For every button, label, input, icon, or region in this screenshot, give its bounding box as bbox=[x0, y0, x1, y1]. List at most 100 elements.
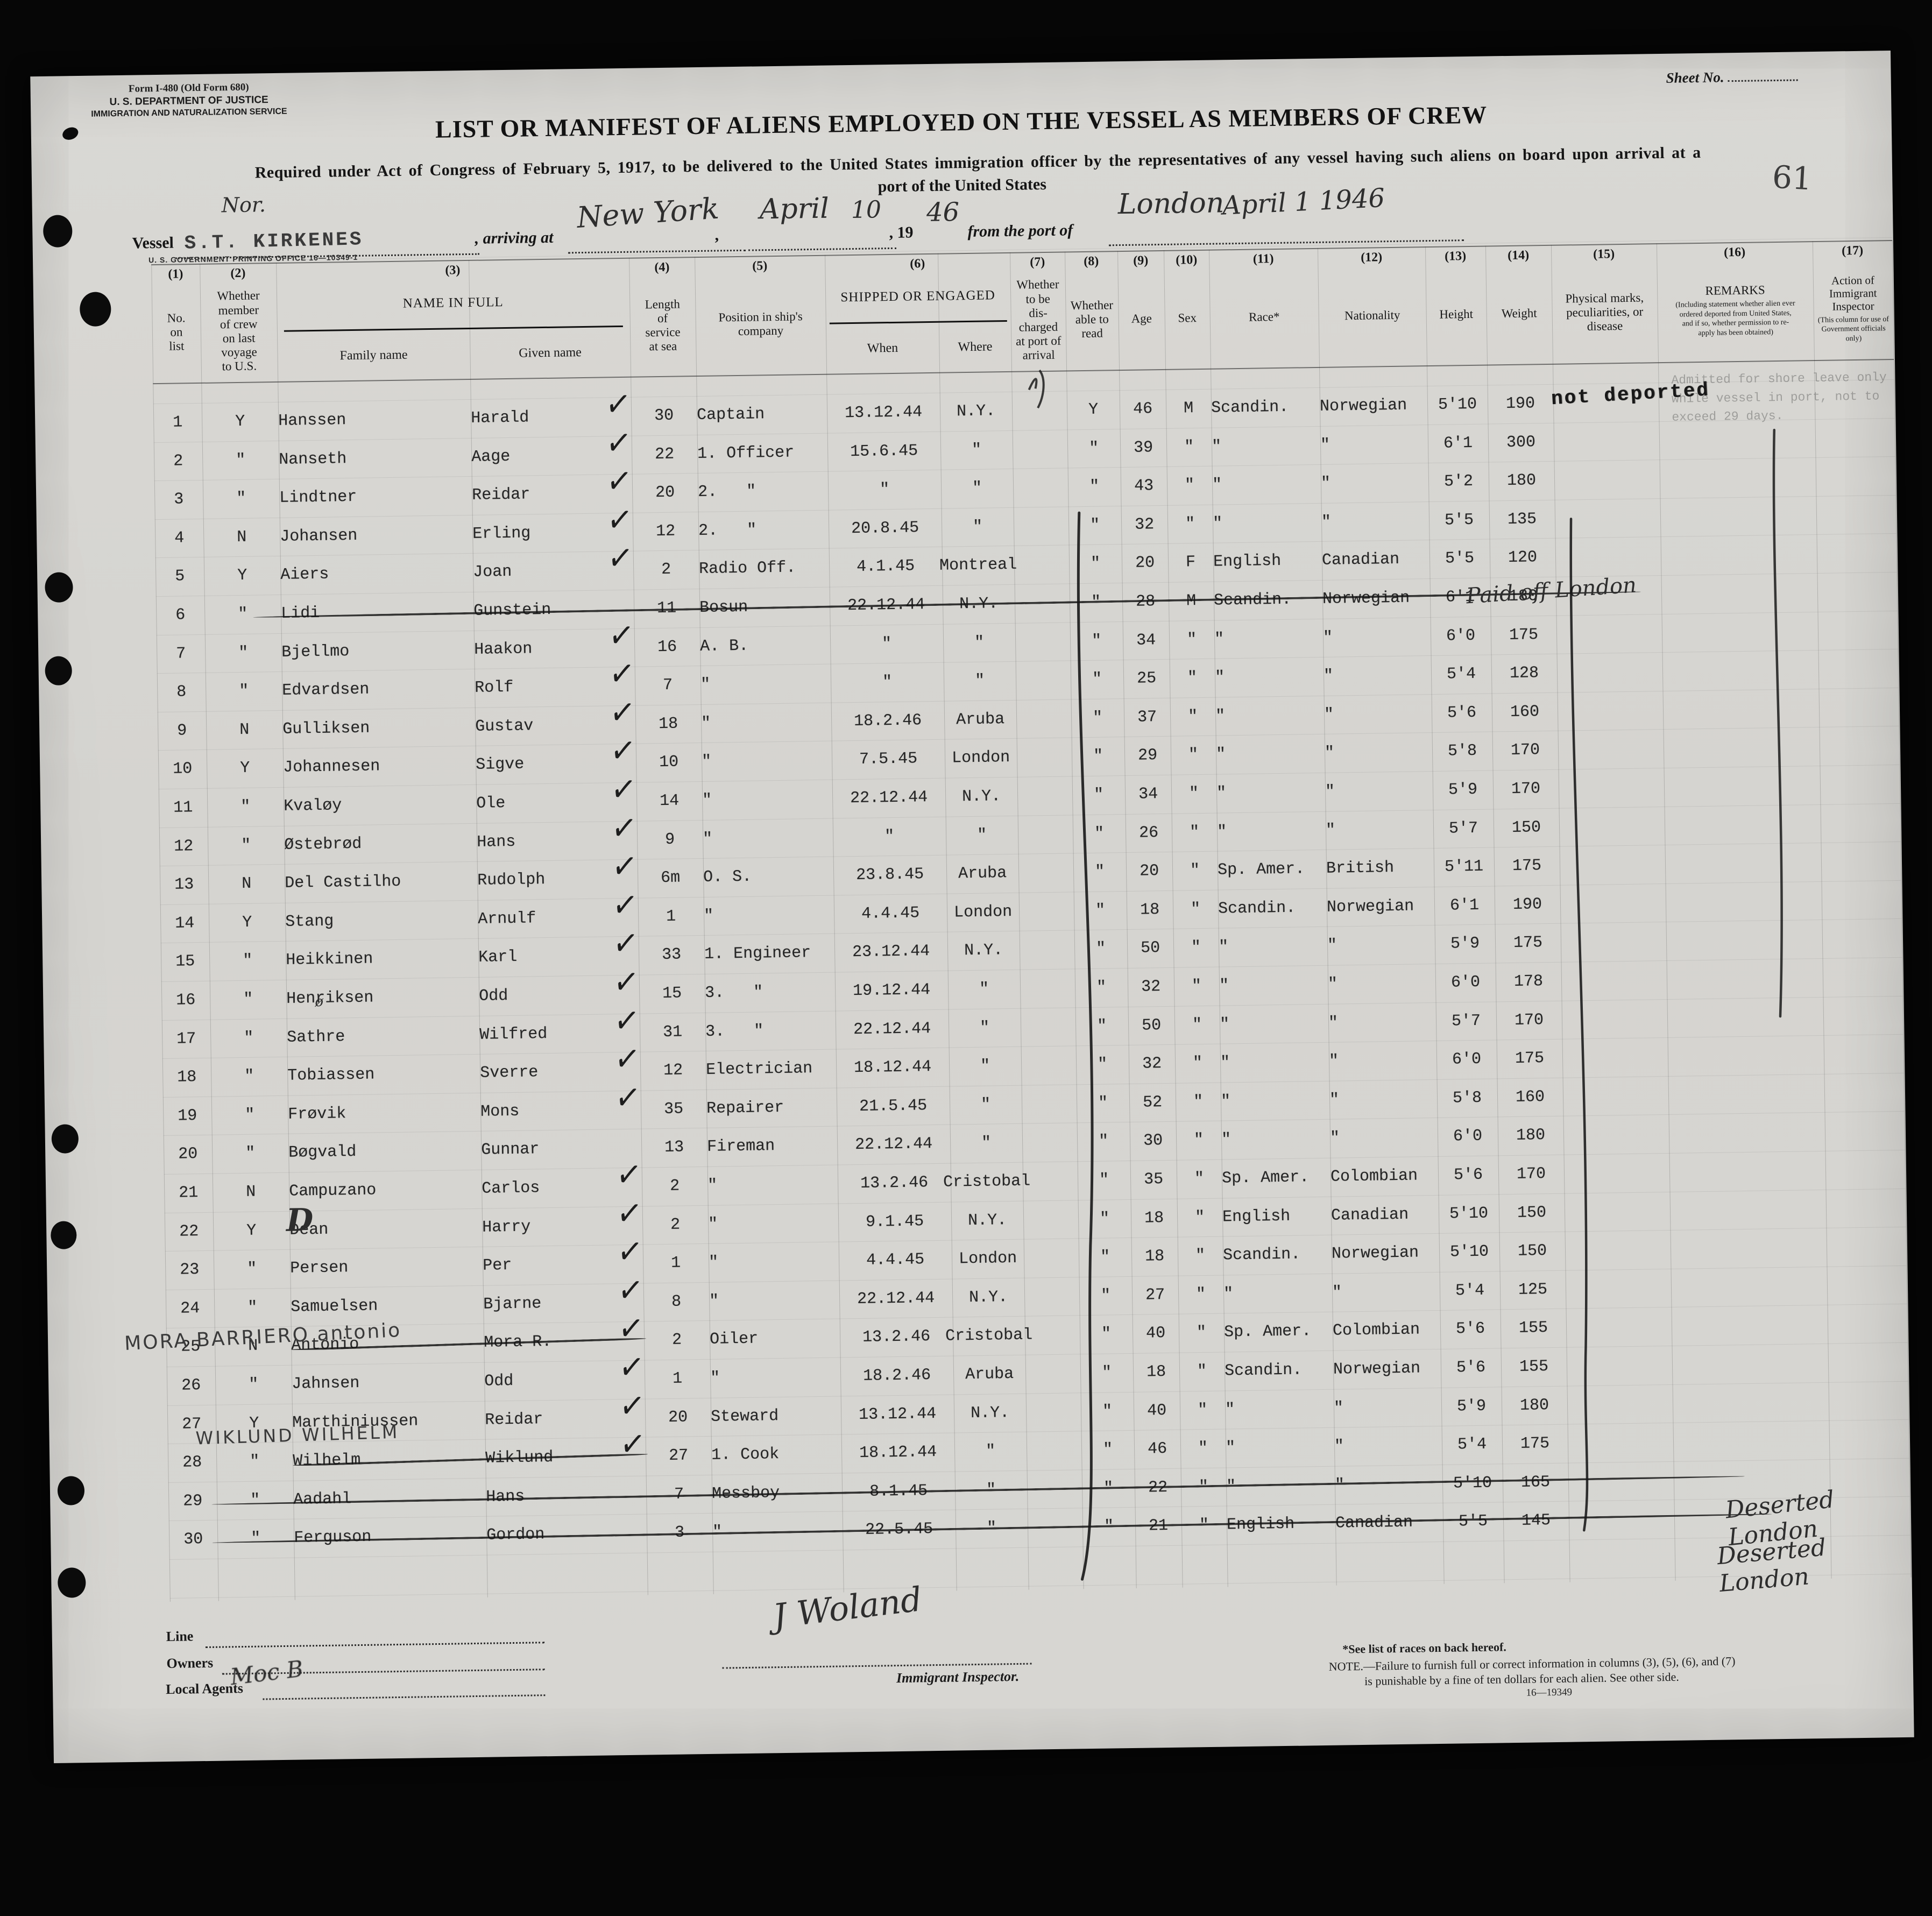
cell-where: Aruba bbox=[958, 864, 1007, 883]
cell-no: 4 bbox=[174, 529, 185, 548]
vessel-label: Vessel bbox=[132, 234, 174, 252]
cell-nat: Colombian bbox=[1332, 1320, 1420, 1341]
cell-age: 26 bbox=[1138, 823, 1159, 843]
cell-mem: Y bbox=[240, 759, 250, 778]
cell-family: Frøvik bbox=[288, 1105, 346, 1124]
cell-no: 22 bbox=[179, 1222, 199, 1241]
cell-read: " bbox=[1101, 1325, 1112, 1344]
cell-age: 35 bbox=[1143, 1170, 1164, 1189]
cell-when: 22.12.44 bbox=[850, 788, 928, 808]
cell-pos: Electrician bbox=[705, 1059, 813, 1080]
cell-nat: " bbox=[1328, 1052, 1339, 1071]
cell-wt: 300 bbox=[1506, 433, 1536, 452]
cell-wt: 150 bbox=[1517, 1242, 1547, 1261]
cell-svc: 20 bbox=[668, 1408, 688, 1427]
cell-no: 13 bbox=[174, 875, 194, 894]
cell-age: 18 bbox=[1144, 1247, 1165, 1266]
cell-age: 29 bbox=[1137, 746, 1158, 766]
table-grid-lines bbox=[30, 51, 1912, 1602]
column-label: Whether to be dis- charged at port of ar… bbox=[1016, 277, 1061, 363]
column-header-nat: (12) Nationality bbox=[1318, 246, 1427, 367]
cell-ht: 6'1 bbox=[1443, 434, 1473, 453]
cell-race: " bbox=[1219, 977, 1229, 995]
cell-read: " bbox=[1099, 1171, 1109, 1190]
cell-family: Aiers bbox=[280, 565, 329, 585]
local-agents-handwriting: Moc B bbox=[229, 1655, 305, 1691]
cell-read: " bbox=[1093, 786, 1104, 804]
cell-wt: 160 bbox=[1510, 703, 1540, 722]
cell-svc: 1 bbox=[672, 1369, 683, 1388]
cell-mem: " bbox=[241, 836, 251, 855]
cell-race: Sp. Amer. bbox=[1217, 860, 1305, 880]
cell-age: 32 bbox=[1142, 1055, 1162, 1073]
cell-mem: N bbox=[246, 1183, 256, 1201]
cell-sex: M bbox=[1183, 399, 1194, 418]
shore-leave-typed-note: Admitted for shore leave only while vess… bbox=[1671, 370, 1887, 425]
cell-no: 29 bbox=[183, 1491, 203, 1511]
cell-svc: 9 bbox=[664, 830, 675, 849]
line-blank bbox=[206, 1641, 545, 1649]
cell-family: Hanssen bbox=[278, 411, 346, 430]
column-label: Whether member of crew on last voyage to… bbox=[217, 288, 260, 373]
cell-wt: 145 bbox=[1521, 1511, 1551, 1531]
cell-ht: 5'6 bbox=[1447, 703, 1477, 723]
cell-wt: 160 bbox=[1515, 1087, 1545, 1107]
cell-read: " bbox=[1092, 670, 1102, 689]
cell-pos: 1. Cook bbox=[711, 1445, 780, 1465]
cell-where: N.Y. bbox=[967, 1211, 1007, 1230]
column-header-action: (17) Action of Immigrant Inspector (This c… bbox=[1813, 240, 1894, 360]
cell-sex: " bbox=[1187, 669, 1198, 688]
punch-hole bbox=[57, 1567, 86, 1598]
cell-sex: " bbox=[1191, 977, 1202, 996]
cell-mem: " bbox=[240, 797, 251, 816]
cell-svc: 1 bbox=[670, 1254, 681, 1273]
cell-race: Sp. Amer. bbox=[1223, 1322, 1312, 1342]
cell-svc: 16 bbox=[657, 638, 677, 656]
cell-age: 32 bbox=[1134, 515, 1155, 534]
cell-ht: 5'7 bbox=[1448, 819, 1478, 838]
cell-when: 4.1.45 bbox=[856, 557, 915, 577]
column-number: (10) bbox=[1176, 253, 1198, 267]
cell-svc: 12 bbox=[655, 522, 676, 541]
cell-where: N.Y. bbox=[968, 1288, 1008, 1307]
cell-when: " bbox=[879, 480, 890, 499]
cell-nat: Norwegian bbox=[1333, 1359, 1421, 1379]
cell-nat: " bbox=[1329, 1091, 1340, 1109]
cell-read: " bbox=[1102, 1402, 1113, 1421]
cell-sex: F bbox=[1185, 553, 1196, 572]
column-header-age: (9) Age bbox=[1117, 250, 1165, 370]
cell-svc: 2 bbox=[669, 1177, 680, 1196]
cell-when: " bbox=[882, 673, 893, 692]
cell-no: 12 bbox=[174, 837, 194, 856]
cell-pos: " bbox=[710, 1369, 720, 1388]
from-port-line bbox=[1108, 238, 1464, 246]
cell-nat: " bbox=[1327, 936, 1337, 956]
cell-race: Scandin. bbox=[1211, 398, 1289, 418]
cell-svc: 33 bbox=[661, 945, 682, 965]
year-written: 46 bbox=[926, 197, 960, 228]
cell-race: " bbox=[1225, 1400, 1235, 1419]
cell-pos: 3. " bbox=[704, 983, 763, 1002]
cell-mem: " bbox=[250, 1452, 260, 1472]
cell-svc: 2 bbox=[670, 1215, 681, 1234]
cell-mem: " bbox=[249, 1375, 259, 1394]
cell-ht: 5'10 bbox=[1453, 1474, 1492, 1493]
cell-where: " bbox=[981, 1134, 992, 1153]
cell-race: " bbox=[1220, 1054, 1230, 1072]
cell-race: " bbox=[1215, 745, 1226, 765]
cell-pos: " bbox=[702, 830, 713, 849]
cell-where: Montreal bbox=[939, 556, 1017, 576]
cell-sex: " bbox=[1194, 1208, 1205, 1227]
cell-where: N.Y. bbox=[964, 941, 1003, 960]
cell-where: " bbox=[980, 1057, 990, 1076]
cell-wt: 175 bbox=[1509, 625, 1539, 645]
cell-no: 16 bbox=[176, 991, 196, 1010]
column-number: (14) bbox=[1508, 248, 1530, 263]
cell-svc: 2 bbox=[671, 1331, 682, 1350]
cell-ht: 5'5 bbox=[1444, 511, 1474, 530]
cell-race: " bbox=[1216, 822, 1227, 842]
cell-when: 18.12.44 bbox=[853, 1058, 932, 1078]
cell-ht: 5'4 bbox=[1457, 1435, 1487, 1454]
column-number: (11) bbox=[1252, 252, 1274, 266]
cell-sex: " bbox=[1197, 1401, 1208, 1419]
